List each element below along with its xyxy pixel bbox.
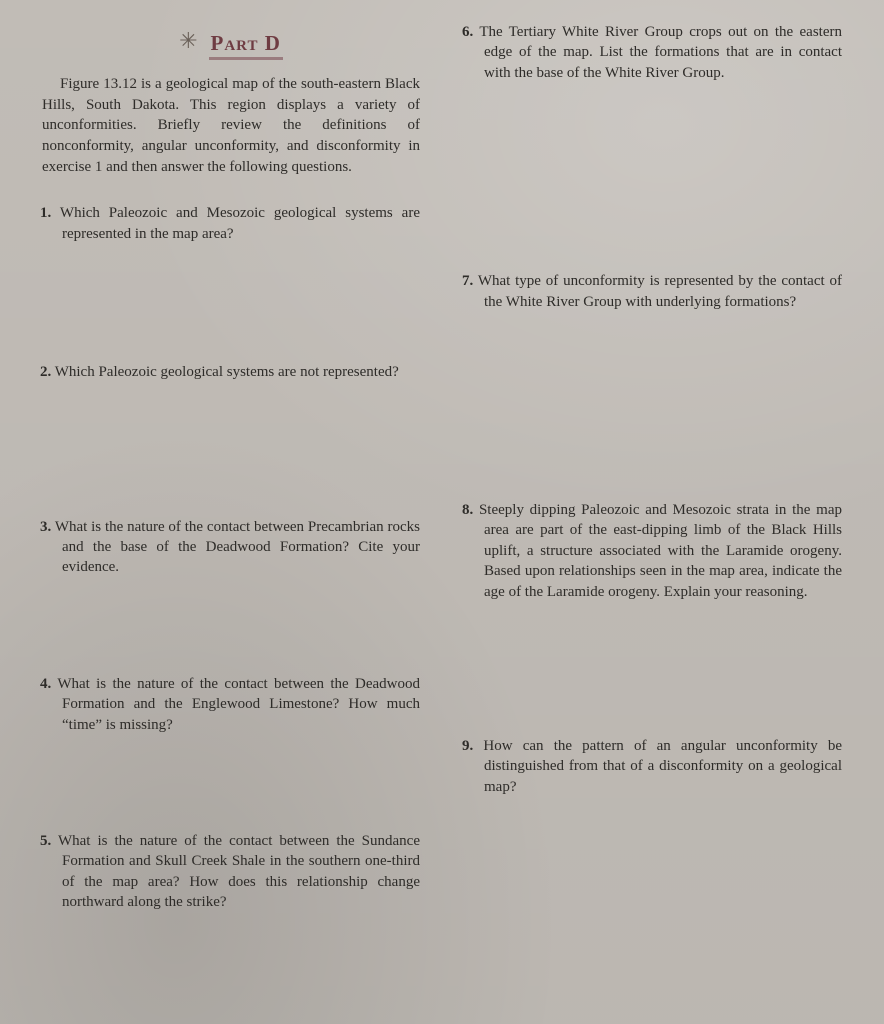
intro-paragraph: Figure 13.12 is a geological map of the … <box>42 74 420 177</box>
answer-space <box>38 383 424 517</box>
answer-space <box>460 602 846 736</box>
answer-space <box>460 83 846 217</box>
answer-space <box>460 312 846 446</box>
answer-space <box>460 446 846 500</box>
answer-space <box>38 578 424 674</box>
question-number: 9. <box>462 738 473 754</box>
textbook-page: ✳ Part D Figure 13.12 is a geological ma… <box>0 0 884 1024</box>
question-7: 7. What type of unconformity is represen… <box>462 271 842 312</box>
question-text: Steeply dipping Paleozoic and Mesozoic s… <box>479 502 842 600</box>
question-text: How can the pattern of an angular unconf… <box>483 738 842 795</box>
question-6: 6. The Tertiary White River Group crops … <box>462 22 842 83</box>
question-number: 6. <box>462 24 473 40</box>
question-1: 1. Which Paleozoic and Mesozoic geologic… <box>40 203 420 244</box>
part-header: ✳ Part D <box>38 28 424 60</box>
question-2: 2. Which Paleozoic geological systems ar… <box>40 362 420 382</box>
question-5: 5. What is the nature of the contact bet… <box>40 831 420 913</box>
question-text: What is the nature of the contact betwee… <box>55 519 420 576</box>
question-number: 8. <box>462 502 473 518</box>
question-number: 7. <box>462 273 473 289</box>
part-label: Part D <box>209 31 283 60</box>
question-4: 4. What is the nature of the contact bet… <box>40 674 420 735</box>
question-3: 3. What is the nature of the contact bet… <box>40 517 420 578</box>
answer-space <box>460 217 846 271</box>
question-text: Which Paleozoic geological systems are n… <box>55 364 399 380</box>
two-column-layout: ✳ Part D Figure 13.12 is a geological ma… <box>38 22 846 994</box>
question-text: What is the nature of the contact betwee… <box>58 833 420 910</box>
question-8: 8. Steeply dipping Paleozoic and Mesozoi… <box>462 500 842 602</box>
answer-space <box>38 735 424 831</box>
question-number: 4. <box>40 676 51 692</box>
question-number: 3. <box>40 519 51 535</box>
question-text: What is the nature of the contact betwee… <box>57 676 420 733</box>
question-number: 2. <box>40 364 51 380</box>
question-text: The Tertiary White River Group crops out… <box>479 24 842 81</box>
question-number: 1. <box>40 205 51 221</box>
asterisk-icon: ✳ <box>179 28 198 54</box>
answer-space <box>38 244 424 362</box>
question-number: 5. <box>40 833 51 849</box>
question-9: 9. How can the pattern of an angular unc… <box>462 736 842 797</box>
question-text: Which Paleozoic and Mesozoic geological … <box>60 205 420 241</box>
question-text: What type of unconformity is represented… <box>478 273 842 309</box>
